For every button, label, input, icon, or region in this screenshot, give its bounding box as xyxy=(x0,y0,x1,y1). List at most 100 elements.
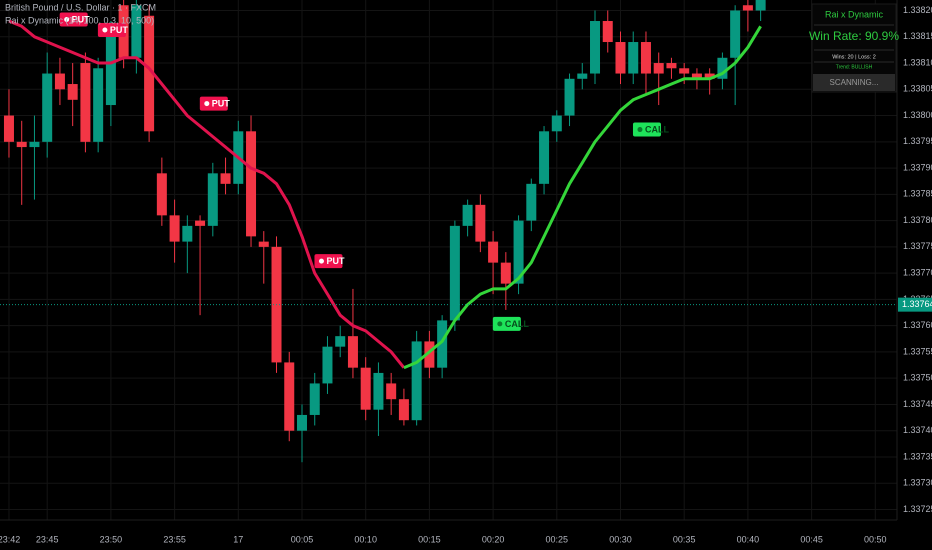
x-tick-label: 00:35 xyxy=(673,534,696,544)
candle-body xyxy=(16,141,27,148)
signal-box xyxy=(199,96,228,111)
signal-icon xyxy=(637,127,643,133)
y-tick-label: 1.33740 xyxy=(903,425,932,435)
candle-body xyxy=(335,336,346,347)
x-tick-label: 00:10 xyxy=(354,534,377,544)
candle-body xyxy=(131,5,142,58)
plot: PUT PUT PUT PUT CALL CALL xyxy=(3,0,766,463)
signal-box xyxy=(59,12,88,27)
y-tick-label: 1.33755 xyxy=(903,346,932,356)
x-tick-label: 23:55 xyxy=(163,534,186,544)
panel-trend: Trend: BULLISH xyxy=(836,64,873,70)
candle-body xyxy=(564,78,575,116)
candle-body xyxy=(258,241,269,247)
candle-body xyxy=(488,241,499,263)
signal-icon xyxy=(204,101,210,107)
signal-label: CALL xyxy=(505,319,529,329)
candle-body xyxy=(54,73,65,90)
signal-box xyxy=(632,122,661,137)
y-tick-label: 1.33820 xyxy=(903,5,932,15)
y-tick-label: 1.33800 xyxy=(903,110,932,120)
y-tick-label: 1.33735 xyxy=(903,451,932,461)
x-tick-label: 00:40 xyxy=(737,534,760,544)
y-tick-label: 1.33730 xyxy=(903,478,932,488)
candle-body xyxy=(475,204,486,242)
y-tick-label: 1.33805 xyxy=(903,84,932,94)
signal-icon xyxy=(318,258,324,264)
y-tick-label: 1.33795 xyxy=(903,136,932,146)
candle-body xyxy=(526,183,537,221)
indicator-line xyxy=(8,19,406,369)
candle-body xyxy=(666,63,677,69)
panel-win-rate: Win Rate: 90.9% xyxy=(809,29,899,43)
candle-body xyxy=(679,68,690,74)
candle-body xyxy=(449,225,460,321)
x-tick-label: 17 xyxy=(233,534,243,544)
signal-label: PUT xyxy=(212,98,231,108)
signal-label: PUT xyxy=(326,256,345,266)
candle-body xyxy=(717,57,728,79)
candle-body xyxy=(730,10,741,58)
candle-body xyxy=(424,341,435,368)
candle-body xyxy=(156,173,167,216)
candle-body xyxy=(29,141,40,148)
panel-status: SCANNING... xyxy=(830,78,879,87)
chart-title: British Pound / U.S. Dollar · 1 · FXCM xyxy=(5,2,156,12)
signal-icon xyxy=(102,27,108,33)
candle-body xyxy=(347,336,358,368)
candle-body xyxy=(386,383,397,400)
last-price-label: 1.33764 xyxy=(902,299,932,309)
candle-body xyxy=(80,63,91,142)
candle-body xyxy=(755,0,766,11)
candle-body xyxy=(93,68,104,142)
candle-body xyxy=(398,399,409,421)
candle-body xyxy=(628,42,639,74)
candle-body xyxy=(182,225,193,242)
y-tick-label: 1.33725 xyxy=(903,504,932,514)
y-tick-label: 1.33775 xyxy=(903,241,932,251)
signal-label: PUT xyxy=(72,14,91,24)
candle-body xyxy=(500,262,511,284)
info-panel: Rai x Dynamic Win Rate: 90.9% Wins: 20 |… xyxy=(809,3,899,93)
signal-icon xyxy=(497,321,503,327)
candle-body xyxy=(220,173,231,184)
x-tick-label: 23:42 xyxy=(0,534,20,544)
candle-body xyxy=(653,63,664,74)
candle-body xyxy=(105,36,116,106)
grid xyxy=(0,0,897,520)
candle-body xyxy=(462,204,473,226)
candle-body xyxy=(640,42,651,74)
candle-body xyxy=(539,131,550,184)
status-box xyxy=(813,74,895,91)
indicator-line xyxy=(403,25,762,370)
candle-body xyxy=(207,173,218,226)
candle-body xyxy=(411,341,422,421)
signal-label: PUT xyxy=(110,25,129,35)
candle-body xyxy=(602,21,613,43)
x-tick-label: 00:05 xyxy=(291,534,314,544)
candle-body xyxy=(615,42,626,74)
x-tick-label: 00:30 xyxy=(609,534,632,544)
x-tick-label: 23:50 xyxy=(100,534,123,544)
candle-body xyxy=(309,383,320,415)
y-tick-label: 1.33745 xyxy=(903,399,932,409)
x-tick-label: 00:25 xyxy=(546,534,569,544)
y-tick-label: 1.33770 xyxy=(903,268,932,278)
candle-body xyxy=(590,21,601,74)
signal-box xyxy=(314,254,343,269)
candle-body xyxy=(169,215,180,242)
candle-body xyxy=(195,220,206,226)
candle-body xyxy=(551,115,562,132)
candle-body xyxy=(284,362,295,431)
candle-body xyxy=(373,372,384,410)
candle-body xyxy=(246,131,257,237)
y-tick-label: 1.33780 xyxy=(903,215,932,225)
y-tick-label: 1.33810 xyxy=(903,57,932,67)
signal-icon xyxy=(64,17,70,23)
candle-body xyxy=(322,346,333,384)
candle-body xyxy=(296,414,307,431)
signal-label: CALL xyxy=(645,124,669,134)
y-tick-label: 1.33790 xyxy=(903,162,932,172)
